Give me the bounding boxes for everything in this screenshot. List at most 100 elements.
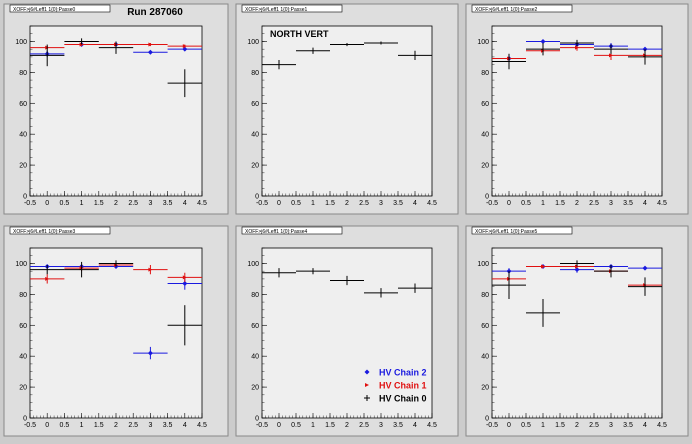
x-tick-label: 4 [413,422,417,429]
x-tick-label: 3.5 [623,200,633,207]
x-tick-label: 2 [114,422,118,429]
plot-title: XOFF>j6#Leff1 1{0}:Passe3 [13,229,76,235]
x-tick-label: 4 [183,422,187,429]
x-tick-label: 1.5 [325,422,335,429]
y-tick-label: 60 [481,323,489,330]
y-tick-label: 80 [251,70,259,77]
y-tick-label: 0 [485,416,489,423]
y-tick-label: 20 [19,385,27,392]
title-box [9,4,111,13]
y-tick-label: 80 [19,292,27,299]
x-tick-label: 4 [413,200,417,207]
plot-area [29,25,203,197]
plot-area [491,25,663,197]
plot-title: XOFF>j6#Leff1 1{0}:Passe4 [245,229,308,235]
x-tick-label: 3.5 [623,422,633,429]
x-tick-label: 3.5 [393,200,403,207]
legend-label-hv-chain-2: HV Chain 2 [379,368,427,378]
x-tick-label: -0.5 [24,422,36,429]
x-tick-label: 2 [345,422,349,429]
y-tick-label: 20 [481,385,489,392]
plot-pad-2: XOFF>j6#Leff1 1{0}:Passe1-0.5 0 0.5 1 1.5 2 2.… [235,3,459,215]
plot-pad-4: XOFF>j6#Leff1 1{0}:Passe3-0.5 0 0.5 1 1.5 2 2.… [3,225,229,437]
hv-chain-2-point [574,267,580,273]
x-tick-label: -0.5 [256,200,268,207]
x-tick-label: 1.5 [94,422,104,429]
y-tick-label: 100 [477,39,489,46]
y-tick-label: 80 [251,292,259,299]
hv-chain-2-point [182,46,188,52]
y-tick-label: 40 [251,132,259,139]
x-tick-label: 3 [609,422,613,429]
x-tick-label: 4 [183,200,187,207]
plot-title: XOFF>j6#Leff1 1{0}:Passe5 [475,229,538,235]
plot-area [491,247,663,419]
x-tick-label: 3.5 [393,422,403,429]
hv-chain-2-point [642,265,648,271]
y-tick-label: 0 [485,194,489,201]
x-tick-label: 4 [643,200,647,207]
hv-chain-1-point [182,44,187,49]
y-tick-label: 100 [247,39,259,46]
title-box [241,4,343,13]
plot-title: XOFF>j6#Leff1 1{0}:Passe2 [475,7,538,13]
y-tick-label: 40 [19,354,27,361]
hv-chain-1-point [148,267,153,272]
y-tick-label: 100 [15,39,27,46]
title-box [241,226,343,235]
hv-chain-2-point [182,281,188,287]
x-tick-label: 0 [45,200,49,207]
plot-title: XOFF>j6#Leff1 1{0}:Passe1 [245,7,308,13]
x-tick-label: 1.5 [94,200,104,207]
x-tick-label: -0.5 [486,422,498,429]
hv-chain-2-point [540,38,546,44]
x-tick-label: 3 [148,422,152,429]
y-tick-label: 100 [15,261,27,268]
y-tick-label: 40 [251,354,259,361]
x-tick-label: 2.5 [128,422,138,429]
x-tick-label: 3 [379,422,383,429]
y-tick-label: 0 [255,194,259,201]
hv-chain-1-point [45,276,50,281]
y-tick-label: 0 [23,416,27,423]
x-tick-label: 0 [277,422,281,429]
hv-chain-1-point [182,275,187,280]
y-tick-label: 20 [251,163,259,170]
hv-chain-1-point [609,53,613,58]
x-tick-label: 1 [541,422,545,429]
plot-annotation: NORTH VERT [270,29,329,39]
x-tick-label: 0.5 [291,422,301,429]
y-tick-label: 80 [19,70,27,77]
y-tick-label: 0 [255,416,259,423]
x-tick-label: 3.5 [163,200,173,207]
y-tick-label: 40 [481,132,489,139]
x-tick-label: 1.5 [325,200,335,207]
x-tick-label: 2.5 [589,200,599,207]
x-tick-label: 3 [609,200,613,207]
run-label: Run 287060 [127,7,183,18]
x-tick-label: 1.5 [555,200,565,207]
y-tick-label: 60 [251,101,259,108]
y-tick-label: 100 [247,261,259,268]
x-tick-label: 0.5 [521,422,531,429]
y-tick-label: 20 [19,163,27,170]
x-tick-label: 2 [114,200,118,207]
x-tick-label: 1 [311,200,315,207]
y-tick-label: 40 [19,132,27,139]
x-tick-label: 4.5 [197,422,207,429]
title-box [9,226,111,235]
y-tick-label: 20 [481,163,489,170]
x-tick-label: 4.5 [657,422,667,429]
x-tick-label: 2.5 [359,200,369,207]
legend-label-hv-chain-1: HV Chain 1 [379,381,427,391]
x-tick-label: 4.5 [657,200,667,207]
x-tick-label: 1 [80,200,84,207]
x-tick-label: 2 [575,422,579,429]
x-tick-label: 2 [345,200,349,207]
x-tick-label: 0.5 [521,200,531,207]
hv-chain-2-point [147,350,153,356]
x-tick-label: -0.5 [24,200,36,207]
legend-marker-hv-chain-1 [365,383,369,387]
hv-chain-2-point [147,49,153,55]
